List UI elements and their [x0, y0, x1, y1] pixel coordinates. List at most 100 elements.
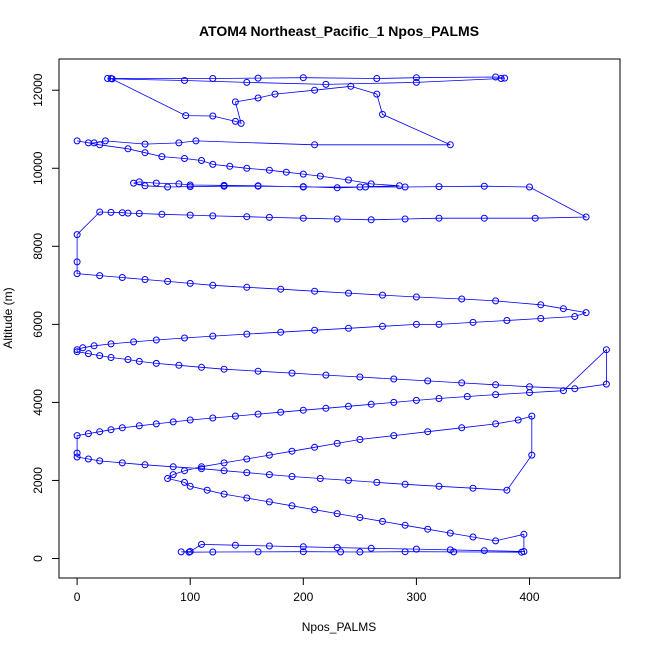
data-point — [96, 272, 104, 280]
data-point — [226, 162, 234, 170]
data-point — [288, 447, 296, 455]
data-point — [311, 141, 319, 149]
data-point — [458, 424, 466, 432]
data-point — [435, 214, 443, 222]
data-point — [424, 525, 432, 533]
y-tick-label: 8000 — [31, 233, 45, 260]
data-point — [345, 324, 352, 332]
data-point — [152, 420, 160, 428]
data-point — [104, 75, 112, 82]
data-point — [181, 478, 188, 486]
data-point — [347, 82, 355, 90]
data-point — [135, 422, 143, 430]
data-point — [463, 393, 471, 400]
data-point — [84, 350, 92, 358]
data-point — [501, 74, 509, 82]
y-tick-label: 12000 — [31, 73, 45, 107]
data-point — [401, 480, 409, 488]
x-axis: 0 100 200 300 400 — [74, 577, 540, 604]
data-point — [528, 451, 536, 459]
data-point — [277, 328, 285, 336]
data-point — [288, 473, 296, 480]
x-tick-label: 0 — [74, 590, 81, 604]
data-point — [175, 180, 183, 188]
data-point — [254, 367, 262, 375]
data-point — [181, 155, 188, 162]
data-point — [186, 416, 194, 424]
data-point — [492, 420, 500, 428]
data-point — [559, 305, 567, 313]
data-point — [480, 214, 488, 222]
data-point — [333, 544, 341, 552]
data-point — [333, 215, 341, 223]
data-point — [181, 467, 188, 475]
data-point — [379, 517, 386, 525]
data-point — [135, 357, 143, 365]
data-point — [503, 317, 511, 324]
data-point — [401, 548, 409, 556]
data-point — [186, 482, 194, 490]
data-point — [446, 529, 454, 537]
data-point — [582, 309, 590, 317]
data-point — [124, 356, 132, 363]
data-point — [209, 414, 217, 422]
data-point — [209, 160, 217, 168]
data-point — [528, 412, 536, 420]
data-point — [73, 137, 81, 145]
data-point — [526, 183, 533, 191]
x-tick-label: 300 — [406, 590, 426, 604]
data-point — [265, 542, 273, 550]
data-point — [571, 385, 579, 393]
data-point — [345, 402, 352, 410]
data-point — [526, 389, 533, 397]
data-point — [311, 443, 319, 451]
data-point — [118, 424, 126, 432]
data-point — [84, 139, 92, 147]
data-point — [169, 418, 177, 426]
data-point — [186, 279, 194, 287]
data-point — [379, 322, 386, 330]
data-point — [356, 373, 364, 381]
data-point — [265, 166, 273, 174]
data-point — [401, 521, 409, 529]
data-point — [220, 459, 228, 467]
data-point — [96, 457, 104, 465]
data-point — [412, 74, 420, 82]
data-point — [254, 410, 262, 418]
data-point — [469, 318, 477, 326]
data-point — [435, 320, 443, 328]
data-point — [101, 137, 109, 145]
data-point — [356, 436, 364, 443]
data-point — [175, 361, 183, 369]
data-point — [73, 432, 81, 440]
data-point — [141, 149, 149, 157]
data-point — [73, 258, 81, 266]
data-point — [458, 295, 466, 303]
y-tick-label: 2000 — [31, 467, 45, 494]
data-point — [367, 180, 375, 188]
data-point — [254, 548, 262, 556]
data-point — [265, 451, 273, 459]
data-point — [492, 381, 500, 389]
data-point — [412, 78, 420, 86]
data-point — [412, 545, 420, 553]
data-point — [209, 281, 217, 289]
data-point — [373, 75, 381, 82]
data-point — [299, 548, 307, 556]
data-point — [345, 289, 352, 297]
data-point — [333, 184, 341, 192]
data-point — [401, 183, 409, 191]
series-layer — [73, 73, 610, 556]
data-point — [412, 320, 420, 328]
data-point — [520, 530, 528, 538]
data-point — [73, 346, 81, 354]
y-tick-label: 0 — [31, 555, 45, 562]
data-point — [73, 453, 81, 461]
data-point — [96, 141, 104, 149]
data-point — [367, 216, 375, 224]
data-point — [231, 412, 239, 420]
y-tick-label: 6000 — [31, 311, 45, 338]
data-point — [107, 340, 115, 348]
